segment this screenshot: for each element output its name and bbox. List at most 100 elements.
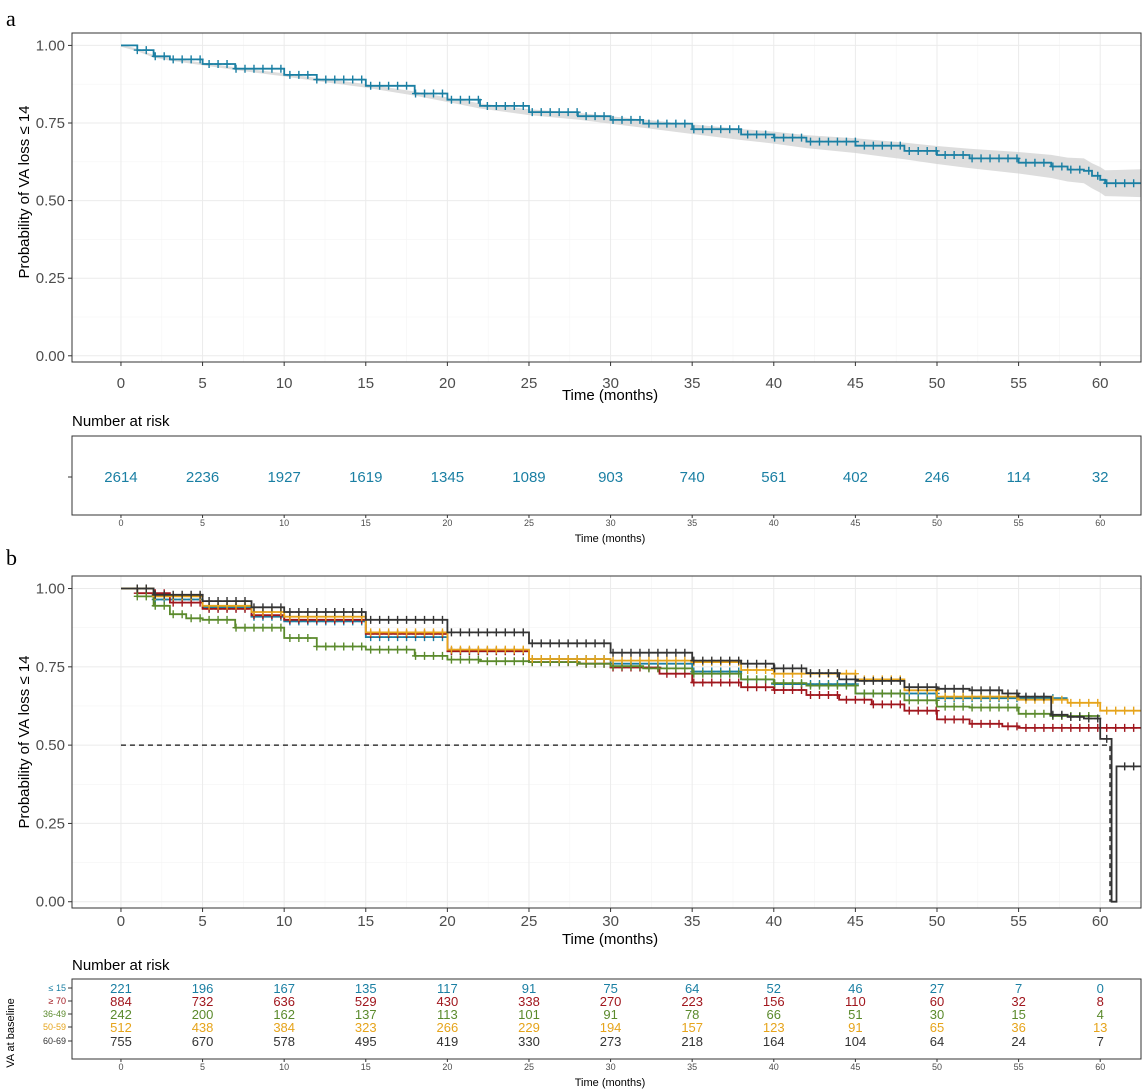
censor-mark: [744, 659, 752, 668]
censor-mark: [762, 675, 770, 684]
risk-count: 670: [192, 1034, 214, 1049]
censor-mark: [394, 81, 402, 90]
risk-tick-label: 25: [524, 518, 534, 528]
risk-count: 64: [930, 1034, 944, 1049]
censor-mark: [259, 64, 267, 73]
panel-b-risk-table: 0 5 10 15 20 25 30 35 40 45 50 55 60≤ 15 221 196 167 135…: [43, 978, 1142, 1072]
y-tick-label: 1.00: [36, 581, 65, 598]
censor-mark: [582, 655, 590, 663]
censor-mark: [295, 70, 303, 79]
censor-mark: [887, 689, 895, 698]
risk-count: 229: [518, 1020, 540, 1035]
censor-mark: [1031, 723, 1039, 732]
risk-count: 135: [355, 981, 377, 996]
censor-mark: [483, 101, 491, 110]
censor-mark: [537, 639, 545, 648]
censor-mark: [376, 645, 384, 654]
censor-mark: [438, 89, 446, 98]
censor-mark: [492, 645, 500, 654]
risk-frame: [71, 435, 1142, 516]
risk-count: 30: [930, 1007, 944, 1022]
censor-mark: [959, 692, 967, 701]
censor-mark: [591, 639, 599, 648]
censor-mark: [438, 651, 446, 660]
censor-mark: [169, 610, 177, 619]
risk-tick-label: 60: [1095, 1062, 1105, 1072]
x-tick-label: 45: [847, 913, 864, 930]
censor-mark: [878, 141, 886, 150]
risk-count: 27: [930, 981, 944, 996]
risk-count: 2614: [104, 469, 137, 486]
censor-mark: [708, 669, 716, 678]
plot-frame: [71, 575, 1142, 909]
censor-mark: [394, 645, 402, 654]
x-tick-label: 60: [1092, 375, 1109, 392]
risk-count: 246: [924, 469, 949, 486]
risk-count: 1089: [512, 469, 545, 486]
censor-mark: [205, 597, 213, 606]
x-tick-label: 30: [602, 375, 619, 392]
censor-mark: [1130, 723, 1138, 732]
censor-mark: [807, 681, 815, 690]
risk-tick-label: 5: [200, 518, 205, 528]
censor-mark: [591, 112, 599, 121]
risk-count: 903: [598, 469, 623, 486]
censor-mark: [842, 695, 850, 704]
censor-mark: [699, 678, 707, 687]
censor-mark: [780, 664, 788, 673]
censor-mark: [914, 696, 922, 705]
risk-count: 32: [1011, 994, 1025, 1009]
censor-mark: [887, 141, 895, 150]
censor-mark: [851, 675, 859, 684]
censor-mark: [573, 639, 581, 648]
risk-count: 167: [273, 981, 295, 996]
censor-mark: [869, 689, 877, 698]
risk-count: 8: [1097, 994, 1104, 1009]
risk-tick-label: 40: [769, 518, 779, 528]
censor-mark: [438, 615, 446, 624]
risk-count: 101: [518, 1007, 540, 1022]
censor-mark: [385, 81, 393, 90]
risk-count: 1345: [431, 469, 464, 486]
risk-tick-label: 20: [442, 1062, 452, 1072]
censor-mark: [501, 645, 509, 654]
risk-count: 64: [685, 981, 699, 996]
panel-b-risk-xlabel: Time (months): [575, 1077, 646, 1089]
censor-mark: [744, 683, 752, 692]
censor-mark: [474, 645, 482, 654]
risk-count: 338: [518, 994, 540, 1009]
censor-mark: [403, 615, 411, 624]
censor-mark: [627, 656, 635, 665]
censor-mark: [1022, 709, 1030, 718]
censor-mark: [744, 130, 752, 139]
panel-b-ylabel: Probability of VA loss ≤ 14: [16, 655, 33, 828]
censor-mark: [241, 623, 249, 632]
censor-mark: [798, 664, 806, 673]
censor-mark: [322, 608, 330, 617]
censor-mark: [681, 648, 689, 657]
censor-mark: [465, 95, 473, 104]
censor-mark: [340, 642, 348, 651]
censor-mark: [869, 141, 877, 150]
risk-count: 46: [848, 981, 862, 996]
censor-mark: [690, 656, 698, 665]
censor-mark: [421, 615, 429, 624]
censor-mark: [367, 81, 375, 90]
censor-mark: [1004, 703, 1012, 712]
censor-mark: [582, 639, 590, 648]
y-tick-label: 0.00: [36, 348, 65, 365]
censor-mark: [860, 141, 868, 150]
censor-mark: [815, 691, 823, 700]
censor-mark: [286, 70, 294, 79]
censor-mark: [842, 137, 850, 146]
censor-mark: [1130, 706, 1138, 715]
censor-mark: [959, 684, 967, 693]
censor-mark: [842, 675, 850, 684]
censor-mark: [528, 639, 536, 648]
censor-mark: [555, 655, 563, 663]
censor-mark: [995, 703, 1003, 712]
x-tick-label: 25: [521, 913, 538, 930]
censor-mark: [618, 656, 626, 665]
censor-mark: [1031, 709, 1039, 718]
censor-mark: [905, 146, 913, 155]
